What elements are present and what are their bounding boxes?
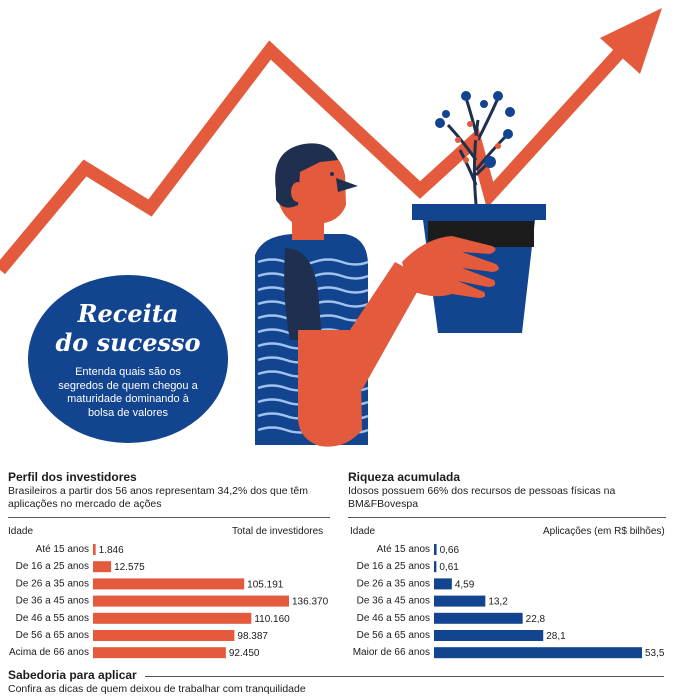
investor-profile-chart: Até 15 anos 1.846 De 16 a 25 anos 12.575 De … bbox=[9, 544, 329, 659]
bar bbox=[93, 595, 289, 607]
value-label: 28,1 bbox=[546, 631, 566, 642]
bar bbox=[93, 544, 96, 555]
value-label: 22,8 bbox=[526, 614, 546, 625]
category-label: De 36 a 45 anos bbox=[16, 596, 89, 607]
category-label: De 26 a 35 anos bbox=[16, 578, 89, 589]
bar bbox=[93, 561, 112, 573]
value-label: 105.191 bbox=[247, 579, 284, 590]
value-label: 136.370 bbox=[292, 597, 329, 608]
footer-divider bbox=[8, 676, 664, 677]
value-label: 13,2 bbox=[488, 597, 508, 608]
chart-title: Riqueza acumulada bbox=[348, 470, 461, 484]
category-label: Acima de 66 anos bbox=[9, 647, 89, 658]
category-label: Até 15 anos bbox=[377, 544, 430, 555]
bar bbox=[93, 647, 226, 659]
category-label: De 16 a 25 anos bbox=[357, 561, 430, 572]
value-label: 110.160 bbox=[254, 614, 290, 625]
investor-profile-panel: Perfil dos investidores Brasileiros a pa… bbox=[8, 470, 328, 511]
category-label: De 16 a 25 anos bbox=[16, 561, 89, 572]
bar bbox=[434, 561, 437, 573]
category-label: De 56 a 65 anos bbox=[16, 630, 89, 641]
y-axis-label: Idade bbox=[350, 526, 376, 537]
headline-title-line2: do sucesso bbox=[55, 328, 201, 357]
x-axis-label: Total de investidores bbox=[232, 526, 324, 537]
value-label: 4,59 bbox=[455, 579, 475, 590]
divider bbox=[348, 517, 666, 518]
bar bbox=[434, 630, 544, 641]
value-label: 1.846 bbox=[99, 545, 124, 556]
footer-title: Sabedoria para aplicar bbox=[8, 668, 145, 682]
trend-arrow-head bbox=[600, 8, 662, 74]
accumulated-wealth-chart: Até 15 anos 0,66 De 16 a 25 anos 0,61 De 26 … bbox=[353, 544, 665, 659]
investor-figure bbox=[255, 143, 425, 447]
bar bbox=[434, 578, 452, 590]
category-label: De 46 a 55 anos bbox=[357, 613, 430, 624]
bar bbox=[434, 647, 642, 659]
footer-subtitle: Confira as dicas de quem deixou de traba… bbox=[8, 683, 306, 695]
value-label: 0,66 bbox=[440, 545, 460, 556]
x-axis-label: Aplicações (em R$ bilhões) bbox=[543, 526, 665, 537]
category-label: De 36 a 45 anos bbox=[357, 596, 430, 607]
y-axis-label: Idade bbox=[8, 526, 34, 537]
bar bbox=[93, 578, 245, 590]
trend-arrow-line bbox=[0, 25, 645, 275]
accumulated-wealth-panel: Riqueza acumulada Idosos possuem 66% dos… bbox=[348, 470, 668, 511]
category-label: Até 15 anos bbox=[36, 544, 89, 555]
headline-title-line1: Receita bbox=[77, 299, 179, 328]
hero-illustration bbox=[0, 8, 662, 447]
category-label: De 26 a 35 anos bbox=[357, 578, 430, 589]
bar bbox=[93, 630, 235, 641]
bar bbox=[434, 612, 523, 624]
category-label: De 56 a 65 anos bbox=[357, 630, 430, 641]
chart-subtitle: Brasileiros a partir dos 56 anos represe… bbox=[8, 485, 308, 510]
value-label: 0,61 bbox=[439, 562, 459, 573]
category-label: De 46 a 55 anos bbox=[16, 613, 89, 624]
bar bbox=[93, 612, 252, 624]
category-label: Maior de 66 anos bbox=[353, 647, 430, 658]
value-label: 53,5 bbox=[645, 648, 665, 659]
value-label: 92.450 bbox=[229, 648, 260, 659]
headline-badge: Receita do sucesso Entenda quais são os … bbox=[28, 275, 228, 443]
divider bbox=[8, 517, 330, 518]
bar bbox=[434, 595, 486, 607]
headline-title: Receita do sucesso bbox=[28, 299, 228, 357]
plant-pot bbox=[402, 91, 546, 333]
bar bbox=[434, 544, 437, 555]
chart-title: Perfil dos investidores bbox=[8, 470, 137, 484]
value-label: 98.387 bbox=[237, 631, 268, 642]
value-label: 12.575 bbox=[114, 562, 145, 573]
headline-subtitle: Entenda quais são os segredos de quem ch… bbox=[58, 366, 198, 419]
chart-subtitle: Idosos possuem 66% dos recursos de pesso… bbox=[348, 485, 616, 510]
